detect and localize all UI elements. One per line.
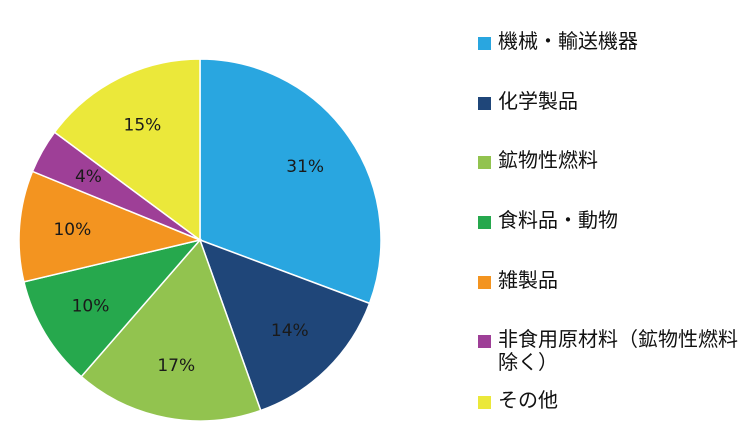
legend-label-food-animals: 食料品・動物 [498,208,618,232]
legend-item-mineral-fuels: 鉱物性燃料 [478,149,748,172]
pie-slice-other [53,58,201,242]
legend-item-chemicals: 化学製品 [478,90,748,113]
legend-swatch-raw-materials [478,335,491,348]
pie-slice-machinery [199,58,382,305]
data-label-food-animals: 10% [72,296,110,316]
legend-label-mineral-fuels: 鉱物性燃料 [498,148,598,172]
legend-label-misc-goods: 雑製品 [498,268,558,292]
pie-slice-mineral-fuels [80,238,262,422]
legend-label-other: その他 [498,388,558,412]
data-label-other: 15% [124,116,162,136]
legend-label-machinery: 機械・輸送機器 [498,29,638,53]
data-label-raw-materials: 4% [75,167,102,187]
data-label-misc-goods: 10% [53,220,91,240]
legend-swatch-food-animals [478,216,491,229]
legend-item-other: その他 [478,389,748,412]
legend-label-chemicals: 化学製品 [498,89,578,113]
data-label-chemicals: 14% [271,321,309,341]
pie-slice-misc-goods [18,170,203,283]
legend-label-raw-materials: 非食用原材料（鉱物性燃料除く） [498,327,738,374]
pie-slice-chemicals [198,238,371,412]
data-label-mineral-fuels: 17% [157,356,195,376]
legend-item-machinery: 機械・輸送機器 [478,30,748,53]
legend-swatch-misc-goods [478,276,491,289]
legend-swatch-mineral-fuels [478,156,491,169]
legend-item-raw-materials: 非食用原材料（鉱物性燃料除く） [478,328,738,374]
pie-chart: 31% 14% 17% 10% 10% 4% 15% [18,58,382,422]
legend-swatch-chemicals [478,97,491,110]
legend-item-misc-goods: 雑製品 [478,269,748,292]
legend-item-food-animals: 食料品・動物 [478,209,748,232]
pie-slice-food-animals [22,238,203,378]
legend-swatch-other [478,396,491,409]
legend-swatch-machinery [478,37,491,50]
data-label-machinery: 31% [286,157,324,177]
